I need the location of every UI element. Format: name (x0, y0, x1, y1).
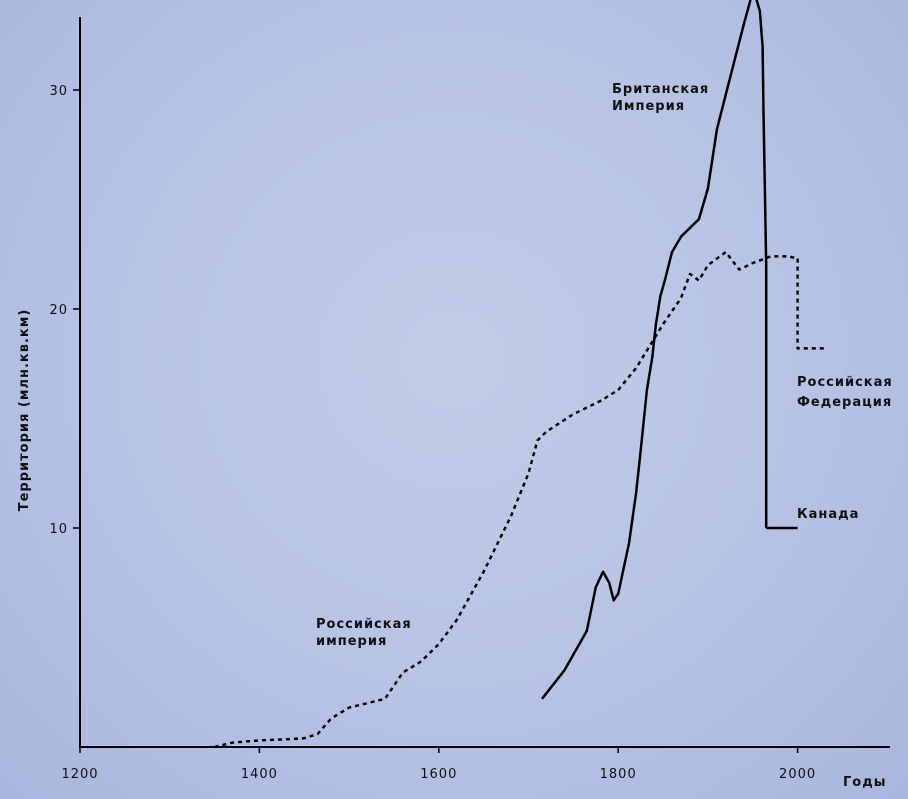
annotation-russian-federation-line2: Федерация (797, 395, 892, 410)
x-tick-label: 2000 (779, 767, 816, 782)
x-tick-label: 1200 (61, 767, 98, 782)
y-axis-title: Территория (млн.кв.км) (17, 309, 32, 512)
ticks: 1200 1400 1600 1800 2000 10 20 30 (49, 84, 816, 782)
series-line-британская-империя (541, 0, 768, 700)
annotation-russian-federation-line1: Российская (797, 375, 893, 390)
x-tick-label: 1800 (600, 767, 637, 782)
axes (79, 17, 890, 748)
annotation-russian-empire: Российская империя (316, 617, 417, 649)
y-tick-label: 10 (49, 522, 68, 537)
annotation-canada-line1: Канада (797, 507, 859, 522)
y-tick-label: 20 (49, 303, 68, 318)
x-tick-label: 1600 (420, 767, 457, 782)
annotation-russian-federation: Российская Федерация (797, 375, 898, 410)
x-tick-label: 1400 (241, 767, 278, 782)
annotation-british-empire-line2: Империя (612, 99, 685, 114)
series-line-российская-федерация (796, 258, 825, 350)
annotation-british-empire: Британская Империя (612, 82, 715, 114)
series-group (214, 0, 825, 749)
annotation-british-empire-line1: Британская (612, 82, 709, 97)
y-tick-label: 30 (49, 84, 68, 99)
series-line-российская-империя (214, 250, 798, 749)
x-axis-title: Годы (843, 775, 886, 790)
annotation-russian-empire-line1: Российская (316, 617, 412, 632)
annotation-canada: Канада (797, 507, 859, 522)
annotation-russian-empire-line2: империя (316, 634, 387, 649)
